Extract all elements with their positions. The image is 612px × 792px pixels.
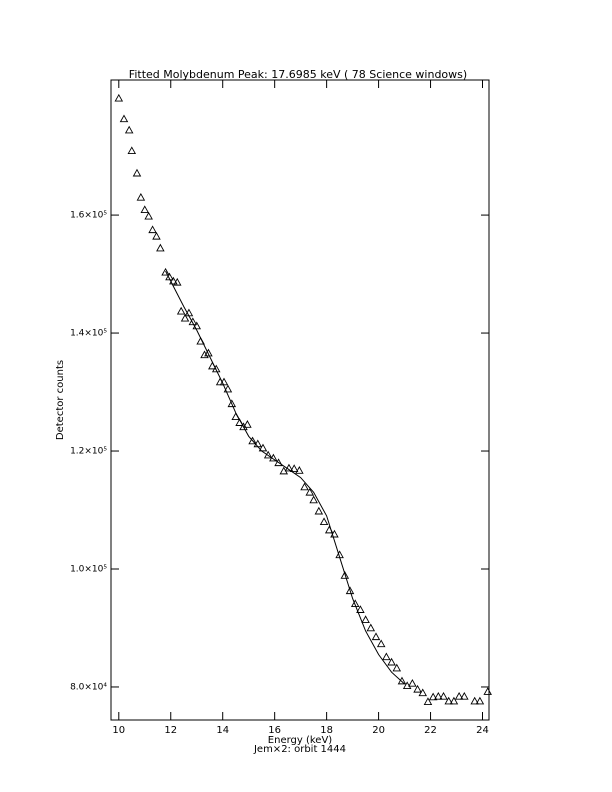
y-tick-label: 1.2×10⁵	[70, 447, 107, 457]
data-point	[470, 696, 479, 705]
data-point	[180, 313, 190, 322]
data-point	[444, 696, 453, 705]
data-point	[156, 243, 165, 252]
data-point	[305, 487, 315, 496]
x-tick-label: 20	[372, 725, 385, 736]
data-point	[345, 586, 355, 595]
data-point	[428, 692, 438, 701]
data-point	[119, 114, 129, 123]
data-point	[258, 443, 268, 452]
data-point	[136, 192, 146, 201]
y-axis-label: Detector counts	[55, 360, 66, 440]
data-point	[295, 466, 304, 474]
data-point	[165, 272, 174, 281]
data-point	[223, 384, 233, 393]
data-point	[382, 652, 391, 661]
data-point	[350, 599, 360, 608]
x-tick-label: 12	[164, 725, 177, 736]
y-tick-label: 1.6×10⁵	[70, 211, 107, 221]
data-point	[114, 93, 124, 102]
y-tick-label: 1.4×10⁵	[70, 329, 107, 339]
data-point	[387, 657, 396, 666]
data-point	[423, 697, 433, 705]
x-tick-label: 18	[320, 725, 333, 736]
data-point	[161, 267, 170, 276]
data-point	[211, 364, 221, 373]
x-tick-label: 22	[424, 725, 437, 736]
data-point	[449, 696, 459, 705]
data-point	[144, 211, 153, 220]
data-point	[248, 436, 257, 445]
x-tick-label: 16	[268, 725, 281, 736]
data-point	[200, 350, 209, 359]
data-point	[274, 458, 283, 467]
data-point	[418, 688, 428, 697]
data-point	[434, 691, 443, 700]
data-point	[371, 632, 381, 641]
y-tick-label: 1.0×10⁵	[70, 564, 107, 574]
x-tick-label: 14	[216, 725, 229, 736]
subtitle: Jem×2: orbit 1444	[253, 744, 346, 755]
y-tick-label: 8.0×10⁴	[70, 682, 107, 692]
data-point	[124, 125, 134, 134]
x-tick-label: 10	[112, 725, 125, 736]
data-point	[140, 205, 150, 214]
data-point	[376, 639, 386, 648]
data-point	[172, 277, 182, 286]
data-point	[483, 687, 492, 695]
data-point	[152, 231, 161, 240]
data-point	[340, 571, 350, 579]
data-point	[132, 168, 142, 177]
data-point	[314, 506, 324, 515]
data-point	[460, 691, 469, 700]
data-point	[309, 495, 318, 504]
fit-line	[165, 270, 405, 685]
data-point	[127, 146, 137, 155]
chart-title: Fitted Molybdenum Peak: 17.6985 keV ( 78…	[129, 68, 467, 81]
data-point	[392, 663, 402, 672]
data-point	[148, 225, 157, 234]
data-point	[361, 615, 370, 623]
data-point	[176, 306, 186, 315]
data-point	[300, 482, 309, 491]
data-point	[243, 420, 252, 428]
data-point	[439, 691, 448, 700]
x-axis-label: Energy (keV)	[268, 735, 333, 746]
data-point	[366, 623, 376, 632]
data-point	[239, 422, 248, 431]
data-point	[319, 517, 329, 526]
data-point	[408, 679, 417, 687]
data-point	[204, 348, 213, 357]
data-point	[284, 463, 294, 472]
data-point	[289, 464, 299, 472]
data-point	[356, 605, 365, 613]
data-point	[188, 317, 198, 326]
data-point	[413, 684, 422, 693]
plot-frame	[110, 79, 490, 721]
data-point	[169, 276, 178, 285]
data-point	[192, 321, 201, 330]
data-point	[475, 696, 485, 705]
data-point	[227, 399, 237, 408]
x-tick-label: 24	[476, 725, 489, 736]
data-point	[454, 691, 464, 700]
